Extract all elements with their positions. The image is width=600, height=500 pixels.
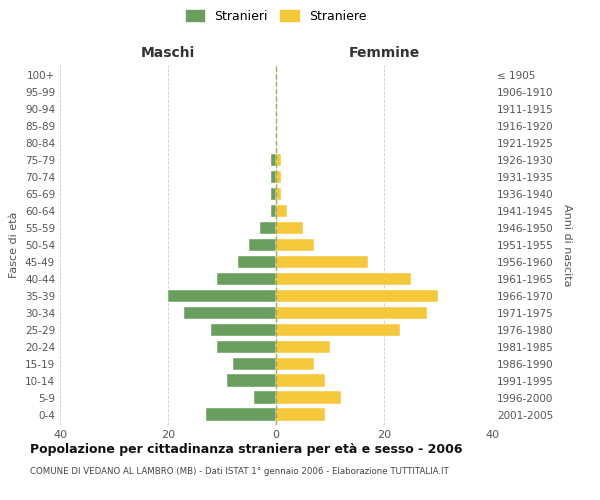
Bar <box>271 170 276 183</box>
Bar <box>276 256 368 268</box>
Bar <box>249 238 276 252</box>
Bar <box>184 306 276 320</box>
Bar <box>206 408 276 421</box>
Bar <box>276 154 281 166</box>
Text: Popolazione per cittadinanza straniera per età e sesso - 2006: Popolazione per cittadinanza straniera p… <box>30 442 463 456</box>
Legend: Stranieri, Straniere: Stranieri, Straniere <box>181 5 371 28</box>
Bar <box>271 188 276 200</box>
Bar <box>217 340 276 353</box>
Bar <box>276 272 411 285</box>
Bar <box>211 324 276 336</box>
Bar <box>276 188 281 200</box>
Bar <box>233 358 276 370</box>
Bar <box>276 290 438 302</box>
Bar <box>276 204 287 218</box>
Bar <box>227 374 276 387</box>
Bar <box>276 222 303 234</box>
Text: Maschi: Maschi <box>141 46 195 60</box>
Bar <box>276 324 400 336</box>
Text: Femmine: Femmine <box>349 46 419 60</box>
Bar <box>276 340 330 353</box>
Bar <box>276 408 325 421</box>
Bar <box>271 204 276 218</box>
Bar <box>260 222 276 234</box>
Text: COMUNE DI VEDANO AL LAMBRO (MB) - Dati ISTAT 1° gennaio 2006 - Elaborazione TUTT: COMUNE DI VEDANO AL LAMBRO (MB) - Dati I… <box>30 468 449 476</box>
Bar <box>276 392 341 404</box>
Bar <box>276 238 314 252</box>
Bar <box>238 256 276 268</box>
Bar <box>217 272 276 285</box>
Bar <box>276 170 281 183</box>
Y-axis label: Fasce di età: Fasce di età <box>10 212 19 278</box>
Bar <box>271 154 276 166</box>
Bar <box>276 306 427 320</box>
Bar <box>254 392 276 404</box>
Bar <box>168 290 276 302</box>
Bar <box>276 358 314 370</box>
Y-axis label: Anni di nascita: Anni di nascita <box>562 204 572 286</box>
Bar <box>276 374 325 387</box>
